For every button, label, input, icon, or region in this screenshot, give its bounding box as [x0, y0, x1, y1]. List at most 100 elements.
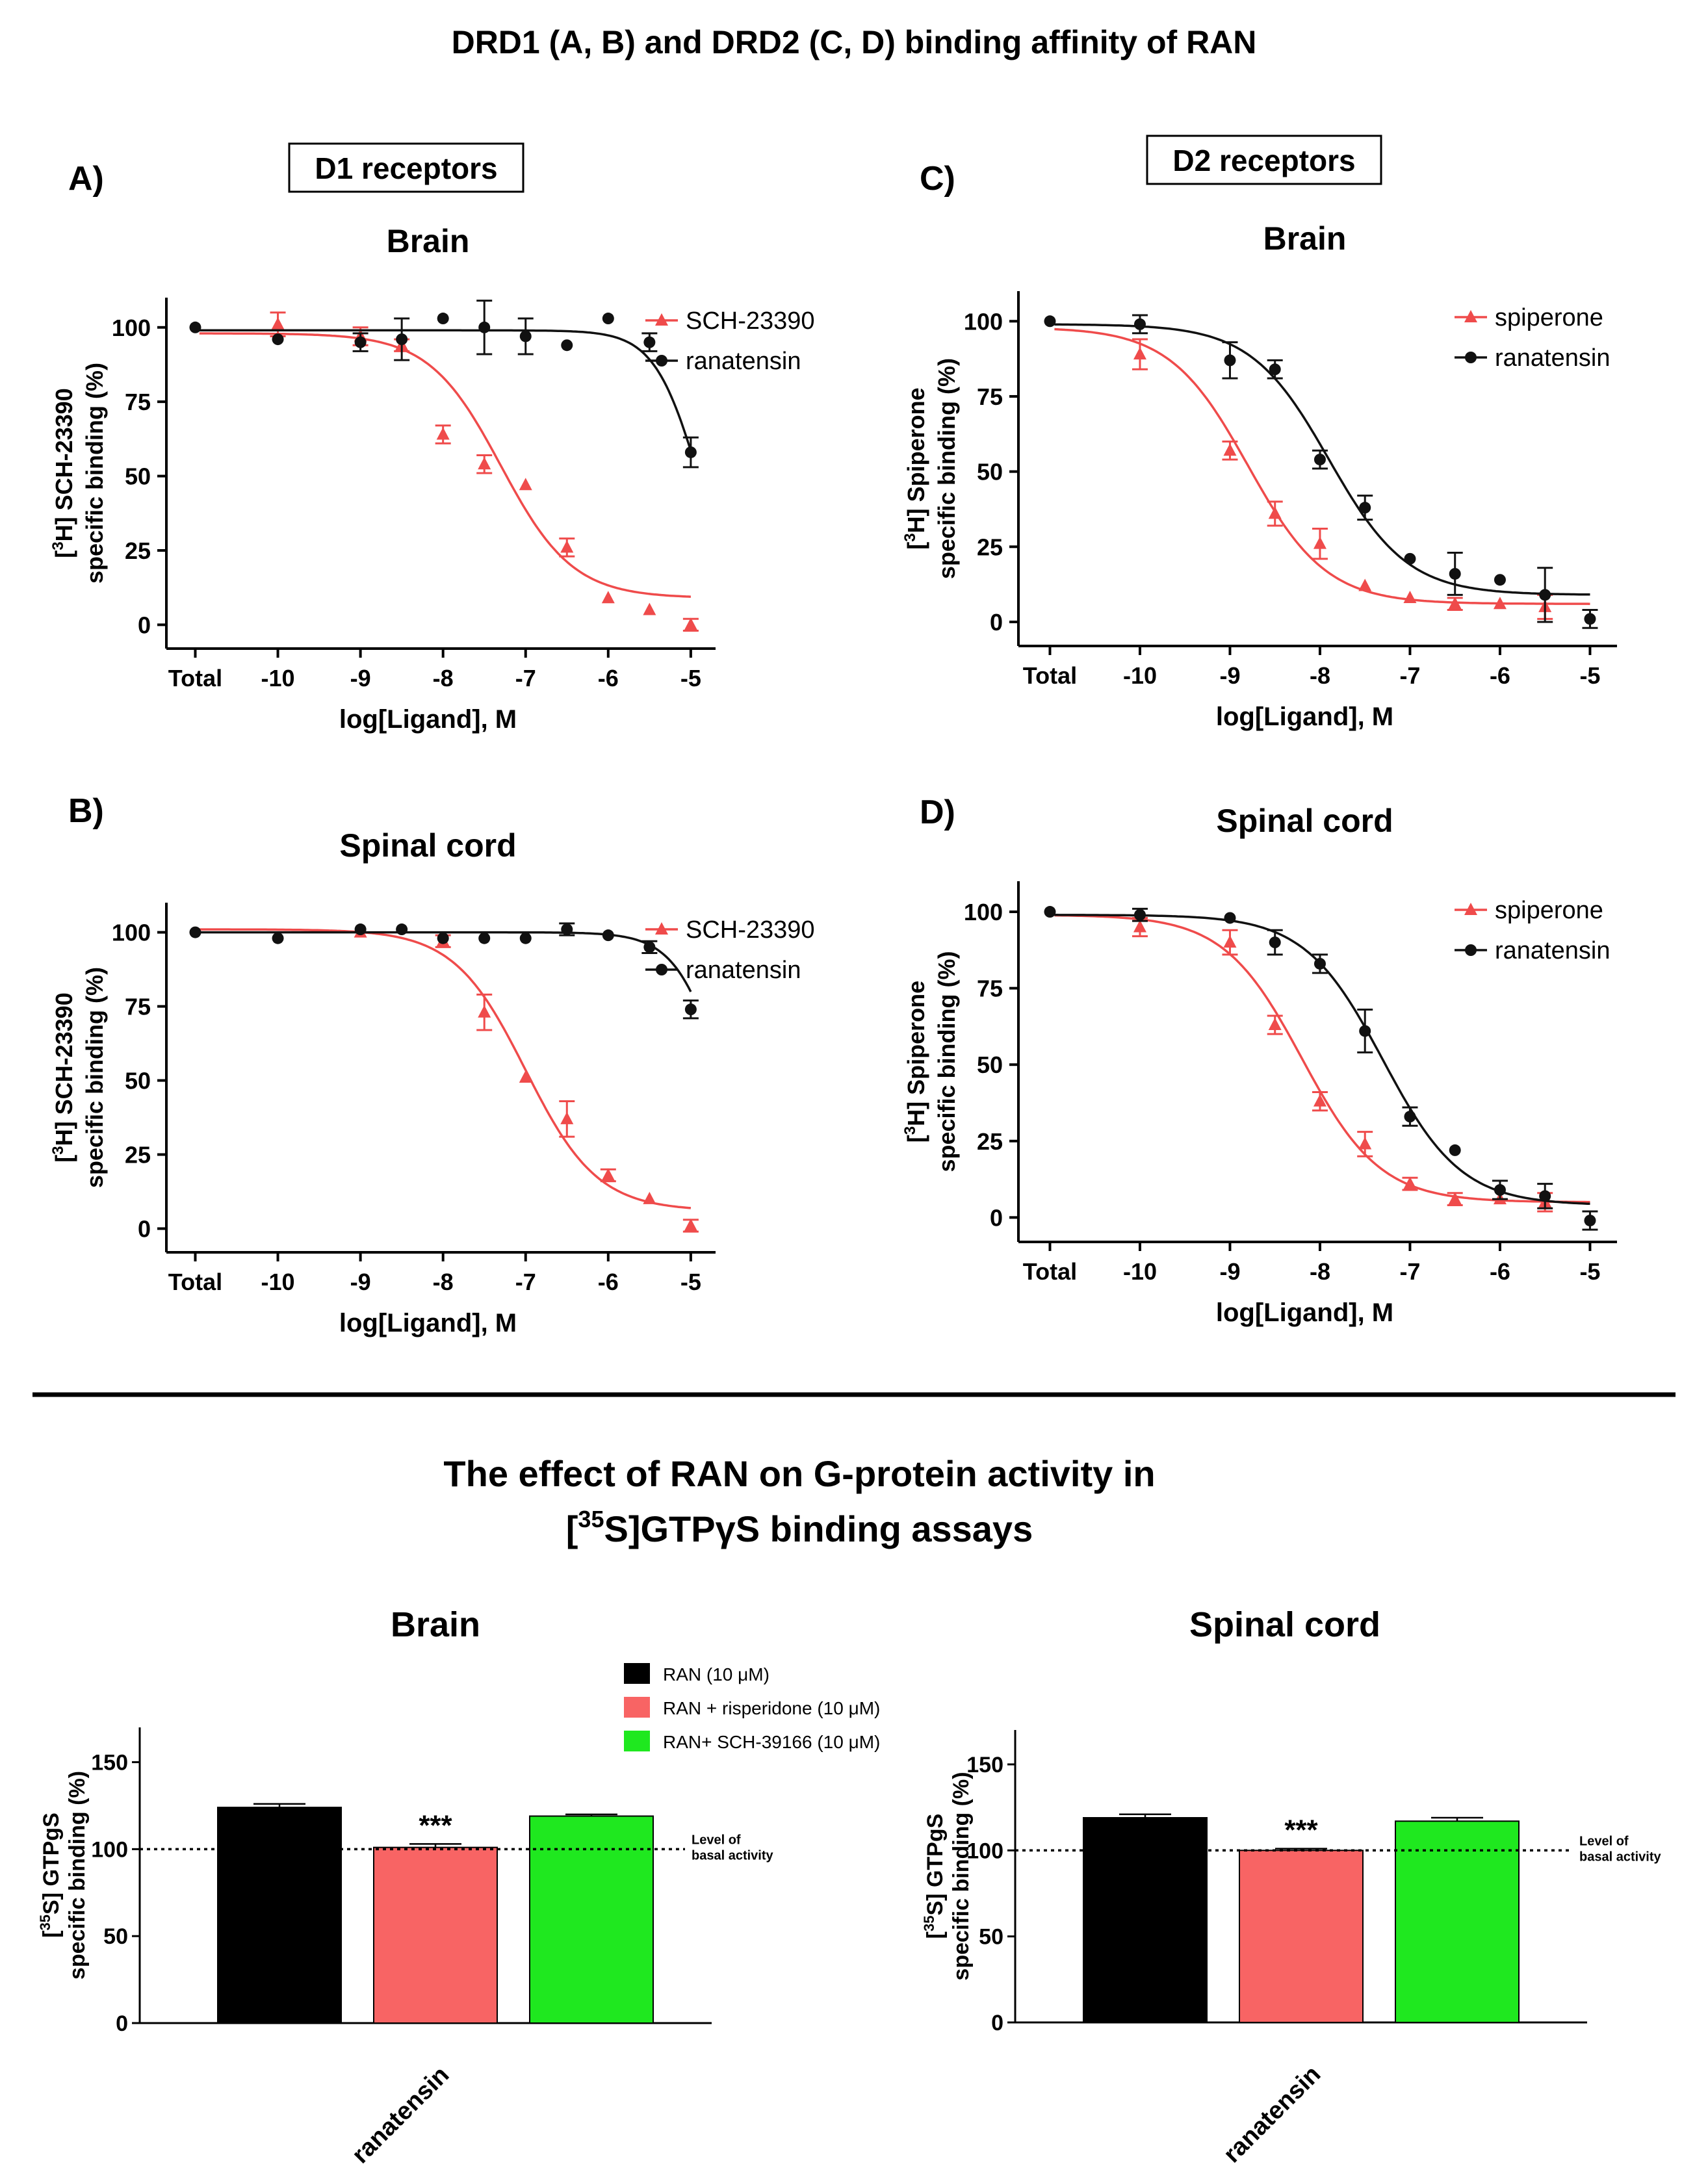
y-tick-label: 75: [125, 994, 151, 1020]
y-tick-label: 50: [977, 1052, 1003, 1078]
fit-curve: [199, 928, 692, 1209]
data-point: [396, 923, 408, 936]
y-tick-label: 75: [125, 389, 151, 415]
legend-marker: [1464, 310, 1477, 322]
data-point: [1133, 909, 1146, 921]
dose-response-panels: A) D1 receptors Brain 0 25 50 75 100 Total -10 -9 -…: [49, 135, 1617, 1337]
y-axis-label-line1: [3H] SCH-23390: [49, 388, 77, 558]
x-tick-label: -7: [1399, 662, 1420, 689]
legend-swatch: [624, 1663, 650, 1684]
x-category-label: ranatensin: [347, 2061, 455, 2168]
data-point: [1493, 597, 1507, 610]
y-axis-label-line2: specific binding (%): [949, 1772, 974, 1980]
data-point: [560, 540, 574, 553]
x-tick-label: -8: [433, 1269, 454, 1295]
y-tick-label: 0: [138, 1216, 151, 1243]
data-point: [189, 321, 201, 333]
data-point: [561, 923, 573, 936]
data-point: [1494, 1184, 1506, 1196]
data-point: [354, 336, 367, 348]
data-point: [1044, 315, 1056, 328]
data-point: [1313, 536, 1326, 549]
y-axis-label-line1: [35S] GTPgS: [921, 1814, 948, 1939]
legend-marker: [656, 355, 667, 367]
y-axis-label-pre: [: [923, 1931, 948, 1939]
data-point: [519, 330, 532, 342]
legend-marker: [1465, 352, 1477, 363]
x-tick-label: -7: [515, 665, 536, 691]
section2-title-line1: The effect of RAN on G-protein activity …: [443, 1453, 1155, 1494]
x-tick-label: -6: [1490, 1258, 1510, 1285]
x-tick-label: -7: [1399, 1258, 1420, 1285]
data-point: [684, 1003, 697, 1016]
data-point: [478, 457, 491, 470]
bar: [1395, 1820, 1520, 2024]
x-tick-label: Total: [168, 665, 222, 691]
y-tick-label: 150: [966, 1753, 1003, 1777]
bar: [373, 1846, 498, 2024]
y-tick-label: 25: [125, 1142, 151, 1168]
data-point: [354, 923, 367, 936]
data-point: [478, 1005, 491, 1018]
y-axis-label-post: H] SCH-23390: [51, 992, 77, 1146]
section2-title-line2: [35S]GTPγS binding assays: [566, 1506, 1033, 1549]
y-axis-label-pre: [: [903, 542, 929, 550]
legend-label: RAN + risperidone (10 μM): [663, 1698, 880, 1718]
legend-swatch: [624, 1697, 650, 1718]
fit-curve: [199, 332, 691, 598]
x-tick-label: -10: [1123, 1258, 1157, 1285]
data-point: [643, 602, 656, 615]
legend-marker: [1465, 944, 1477, 956]
y-axis-label-sup: 35: [921, 1915, 937, 1931]
x-tick-label: -6: [598, 1269, 619, 1295]
legend-label: SCH-23390: [686, 916, 815, 944]
series-sch-23390: SCH-23390: [199, 916, 815, 1233]
data-point: [1449, 567, 1461, 580]
legend-marker: [1464, 903, 1477, 915]
x-tick-label: -9: [350, 1269, 371, 1295]
data-point: [1133, 318, 1146, 330]
data-point: [1403, 590, 1417, 603]
panel-label: C): [920, 160, 955, 198]
x-tick-label: -5: [1579, 1258, 1600, 1285]
fit-curve: [199, 329, 692, 452]
y-axis-label-line2: specific binding (%): [81, 967, 108, 1188]
data-point: [519, 478, 532, 491]
panel-label: D): [920, 794, 955, 831]
x-tick-label: -6: [598, 665, 619, 691]
y-axis-label-post: H] SCH-23390: [51, 388, 77, 541]
data-point: [1359, 502, 1371, 514]
y-axis-label-sup: 3: [901, 1126, 919, 1135]
y-tick-label: 50: [125, 1068, 151, 1094]
data-point: [1584, 613, 1596, 625]
x-tick-label: -8: [1310, 662, 1330, 689]
y-axis-label-pre: [: [903, 1135, 929, 1142]
y-axis-label-post: S] GTPgS: [923, 1814, 948, 1916]
chart-title: Brain: [391, 1605, 480, 1644]
y-tick-label: 100: [112, 315, 151, 341]
x-tick-label: -9: [1219, 1258, 1240, 1285]
panel-label: A): [68, 160, 104, 198]
data-point: [1449, 1144, 1461, 1156]
x-axis-label: log[Ligand], M: [1216, 703, 1393, 731]
legend-swatch: [624, 1731, 650, 1751]
y-tick-label: 100: [964, 899, 1003, 925]
data-point: [601, 591, 615, 604]
data-point: [601, 1168, 615, 1181]
y-axis-label-sup: 3: [901, 533, 919, 541]
data-point: [643, 941, 656, 953]
x-tick-label: -10: [261, 1269, 295, 1295]
bar-chart-f: Spinal cord 0 50 100 150 [35S] GTPgS specific …: [921, 1605, 1662, 2168]
chart-title: Spinal cord: [339, 827, 516, 864]
x-tick-label: -8: [433, 665, 454, 691]
data-point: [1539, 1190, 1551, 1202]
x-tick-label: -5: [680, 1269, 701, 1295]
data-point: [1404, 552, 1416, 565]
chart-title: Brain: [387, 223, 470, 259]
y-tick-label: 25: [125, 537, 151, 564]
chart-panel-a: A) D1 receptors Brain 0 25 50 75 100 Total -10 -9 -…: [49, 142, 815, 734]
y-tick-label: 75: [977, 975, 1003, 1002]
bar: [1239, 1850, 1364, 2024]
x-axis-label: log[Ligand], M: [1216, 1298, 1393, 1327]
